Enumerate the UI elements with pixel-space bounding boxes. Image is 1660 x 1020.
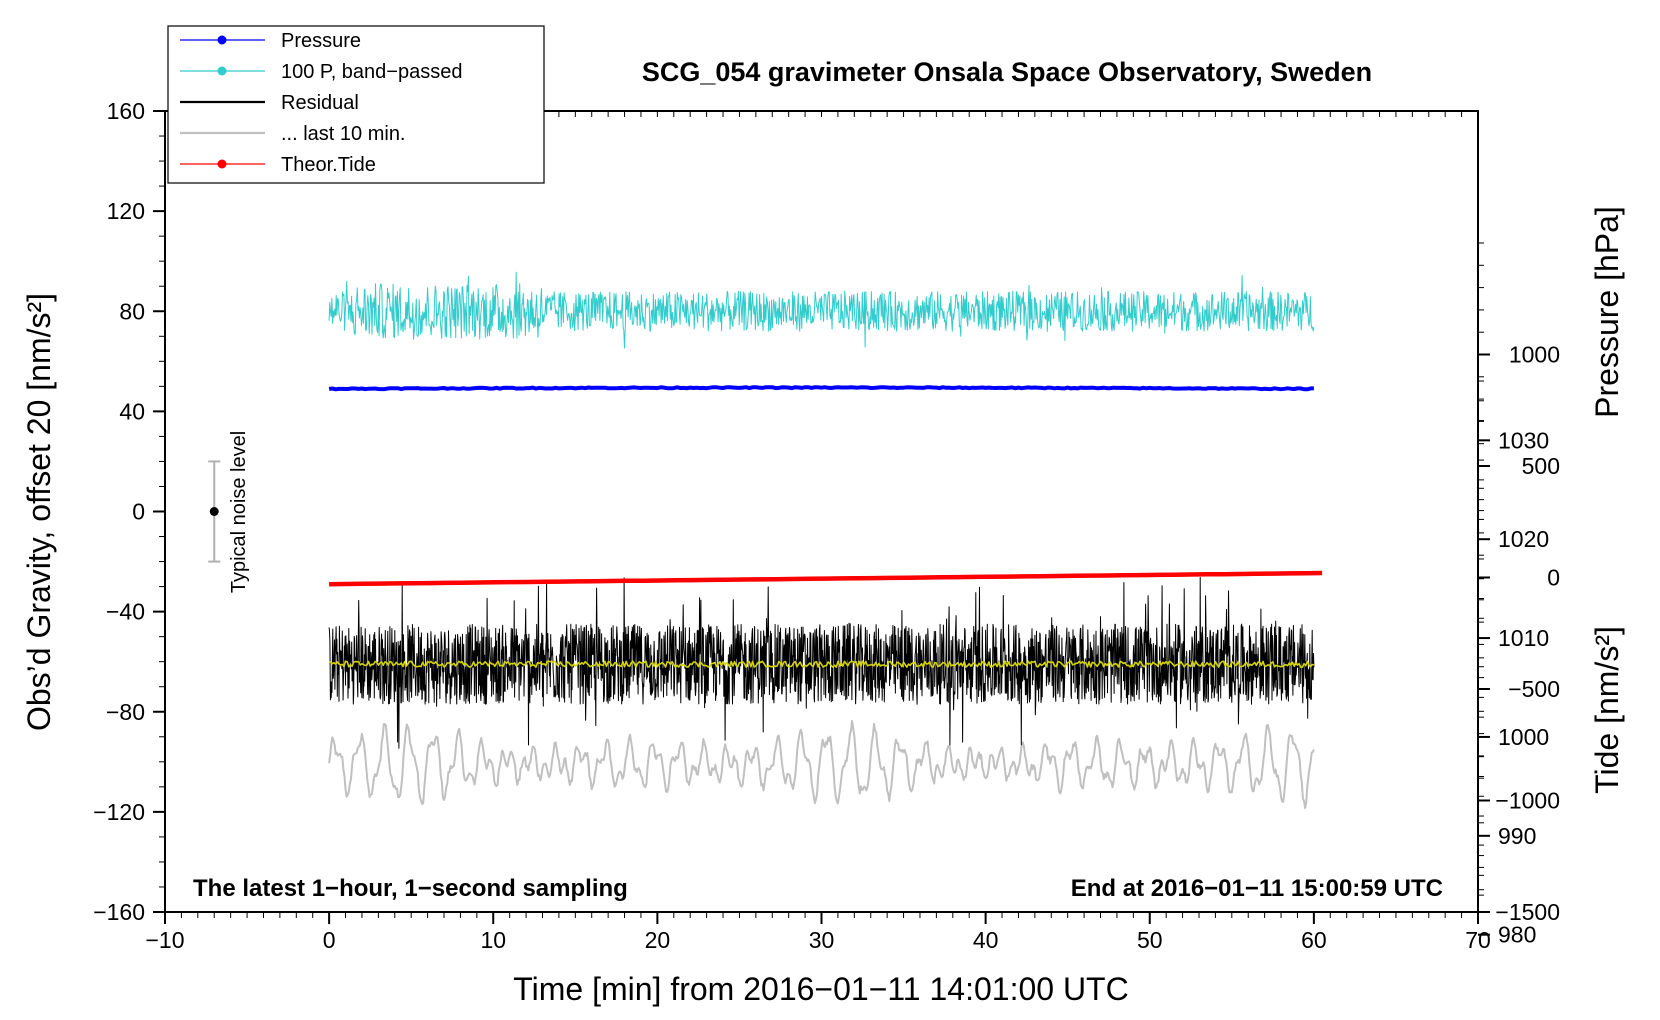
legend-marker <box>217 35 227 45</box>
legend-label: ... last 10 min. <box>281 123 406 145</box>
tide-tick-label: −500 <box>1508 676 1560 702</box>
y-tick-label: 80 <box>119 298 145 324</box>
chart-title: SCG_054 gravimeter Onsala Space Observat… <box>642 57 1372 87</box>
x-tick-label: −10 <box>145 927 184 953</box>
noise-bar-center-dot <box>209 507 219 516</box>
tide-tick-label: 500 <box>1522 453 1560 479</box>
pressure-tick-label: 1010 <box>1498 625 1549 651</box>
legend-label: 100 P, band−passed <box>281 61 462 83</box>
legend-marker <box>217 66 227 76</box>
y-left-axis-label: Obs’d Gravity, offset 20 [nm/s²] <box>21 293 57 731</box>
y-tick-label: 40 <box>119 398 145 424</box>
series-last-10-min <box>328 720 1315 810</box>
x-tick-label: 60 <box>1301 927 1327 953</box>
y-tick-label: 0 <box>132 499 145 525</box>
tide-tick-label: 1000 <box>1509 342 1560 368</box>
tide-tick-label: −1500 <box>1495 899 1560 925</box>
series-residual-smoothed <box>328 660 1315 668</box>
y-tick-label: 160 <box>107 98 145 124</box>
x-axis-ticks: −10 0 10 20 30 40 50 60 70 <box>145 912 1491 953</box>
series-layer <box>328 271 1323 810</box>
y-tick-label: −160 <box>93 899 145 925</box>
y-tick-label: 120 <box>107 198 145 224</box>
tide-tick-label: −1000 <box>1495 788 1560 814</box>
x-tick-label: 40 <box>973 927 999 953</box>
series-theor-tide <box>329 570 1323 587</box>
pressure-axis-label: Pressure [hPa] <box>1589 206 1625 418</box>
pressure-tick-label: 1000 <box>1498 724 1549 750</box>
annotation-bottom-left: The latest 1−hour, 1−second sampling <box>193 875 628 902</box>
x-tick-label: 70 <box>1465 927 1491 953</box>
y-left-axis-ticks: 160 120 80 40 0 −40 −80 −120 −160 <box>93 98 165 925</box>
y-tick-label: −120 <box>93 799 145 825</box>
legend-marker <box>217 159 227 169</box>
noise-level-bar <box>208 460 221 563</box>
x-tick-label: 0 <box>323 927 336 953</box>
pressure-tick-label: 990 <box>1498 823 1536 849</box>
legend-box <box>167 25 545 184</box>
minor-ticks <box>159 110 1484 918</box>
annotation-bottom-right: End at 2016−01−11 15:00:59 UTC <box>1071 875 1443 902</box>
pressure-axis-ticks: 1030 1020 1010 1000 990 980 <box>1478 427 1549 948</box>
pressure-tick-label: 1030 <box>1498 427 1549 453</box>
legend-label: Pressure <box>281 30 361 52</box>
x-tick-label: 50 <box>1137 927 1163 953</box>
legend-entries: Pressure 100 P, band−passed Residual ... la… <box>180 30 462 176</box>
x-tick-label: 30 <box>809 927 835 953</box>
tide-tick-label: 0 <box>1547 565 1560 591</box>
legend-label: Theor.Tide <box>281 154 376 176</box>
legend-label: Residual <box>281 92 359 114</box>
legend: Pressure 100 P, band−passed Residual ... la… <box>167 25 545 184</box>
series-residual <box>328 576 1315 749</box>
tide-axis-label: Tide [nm/s²] <box>1589 626 1625 794</box>
noise-level-label: Typical noise level <box>228 431 250 593</box>
tide-axis-ticks: 1000 500 0 −500 −1000 −1500 <box>1478 342 1560 925</box>
y-tick-label: −80 <box>106 699 145 725</box>
x-tick-label: 20 <box>645 927 671 953</box>
pressure-tick-label: 980 <box>1498 922 1536 948</box>
y-tick-label: −40 <box>106 599 145 625</box>
x-axis-label: Time [min] from 2016−01−11 14:01:00 UTC <box>513 971 1128 1007</box>
pressure-tick-label: 1020 <box>1498 526 1549 552</box>
series-band-passed-pressure <box>328 271 1315 349</box>
series-pressure <box>328 385 1314 392</box>
x-tick-label: 10 <box>480 927 506 953</box>
